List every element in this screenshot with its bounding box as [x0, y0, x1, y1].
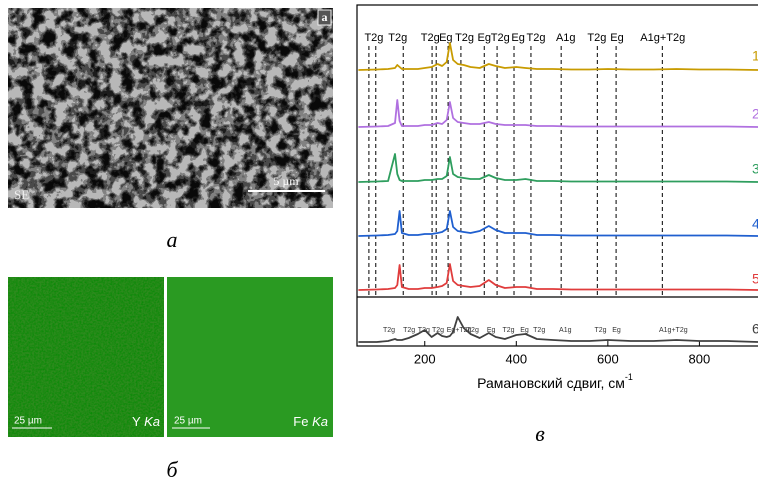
edx-map: 25 µm Y Ka — [8, 277, 164, 437]
series-label: 6 — [752, 321, 758, 337]
mode-label: Eg — [478, 32, 491, 44]
mode-label: T2g — [491, 32, 510, 44]
detector: SE — [14, 187, 29, 202]
scale-label: 25 µm — [14, 416, 42, 427]
mode-label: Eg — [612, 327, 621, 334]
mode-label: A1g — [556, 32, 576, 44]
mode-label: T2g — [455, 32, 474, 44]
spectrum — [358, 211, 758, 236]
scale-label: 25 µm — [174, 416, 202, 427]
mode-label: T2g — [421, 32, 440, 44]
mode-label: T2g — [364, 32, 383, 44]
series-label: 5 — [752, 271, 758, 287]
x-tick-label: 400 — [505, 351, 527, 366]
figure: a SE 5 µm а 25 µm Y Ka 25 µm Fe Ka б Рам… — [0, 0, 758, 486]
mode-label: T2g — [383, 327, 395, 334]
mode-label: Eg — [610, 32, 623, 44]
element-label: Fe Ka — [293, 414, 328, 429]
mode-label: T2g — [594, 327, 606, 334]
caption: а — [167, 227, 178, 252]
panel-mark: a — [322, 10, 328, 24]
mode-label: A1g+T2g — [640, 32, 685, 44]
mode-label: Eg — [520, 327, 529, 334]
sem-image: a SE 5 µm — [8, 8, 333, 208]
spectrum — [358, 264, 758, 290]
spectrum — [358, 43, 758, 70]
mode-label: Eg — [439, 32, 452, 44]
series-label: 3 — [752, 161, 758, 177]
spectrum — [358, 154, 758, 182]
scale-label: 5 µm — [273, 174, 299, 188]
mode-label: T2g — [533, 327, 545, 334]
caption: в — [535, 421, 545, 446]
mode-label: A1g+T2g — [659, 327, 688, 334]
mode-label: T2g — [502, 327, 514, 334]
mode-label: T2g — [527, 32, 546, 44]
mode-label: T2g — [403, 327, 415, 334]
x-axis-label: Рамановский сдвиг, см-1 — [477, 372, 633, 390]
series-label: 2 — [752, 106, 758, 122]
x-tick-label: 200 — [414, 351, 436, 366]
mode-label: T2g — [587, 32, 606, 44]
x-tick-label: 800 — [689, 351, 711, 366]
x-tick-label: 600 — [597, 351, 619, 366]
series-label: 1 — [752, 48, 758, 64]
series-label: 4 — [752, 216, 758, 232]
mode-label: Eg — [511, 32, 524, 44]
raman-chart: Рамановский сдвиг, см-1 200 400 600 800 T2g T… — [357, 5, 758, 391]
element-label: Y Ka — [132, 414, 160, 429]
caption: б — [166, 457, 178, 482]
mode-label: A1g — [559, 327, 572, 334]
spectrum — [358, 100, 758, 127]
mode-label: T2g — [388, 32, 407, 44]
edx-map: 25 µm Fe Ka — [167, 277, 333, 437]
